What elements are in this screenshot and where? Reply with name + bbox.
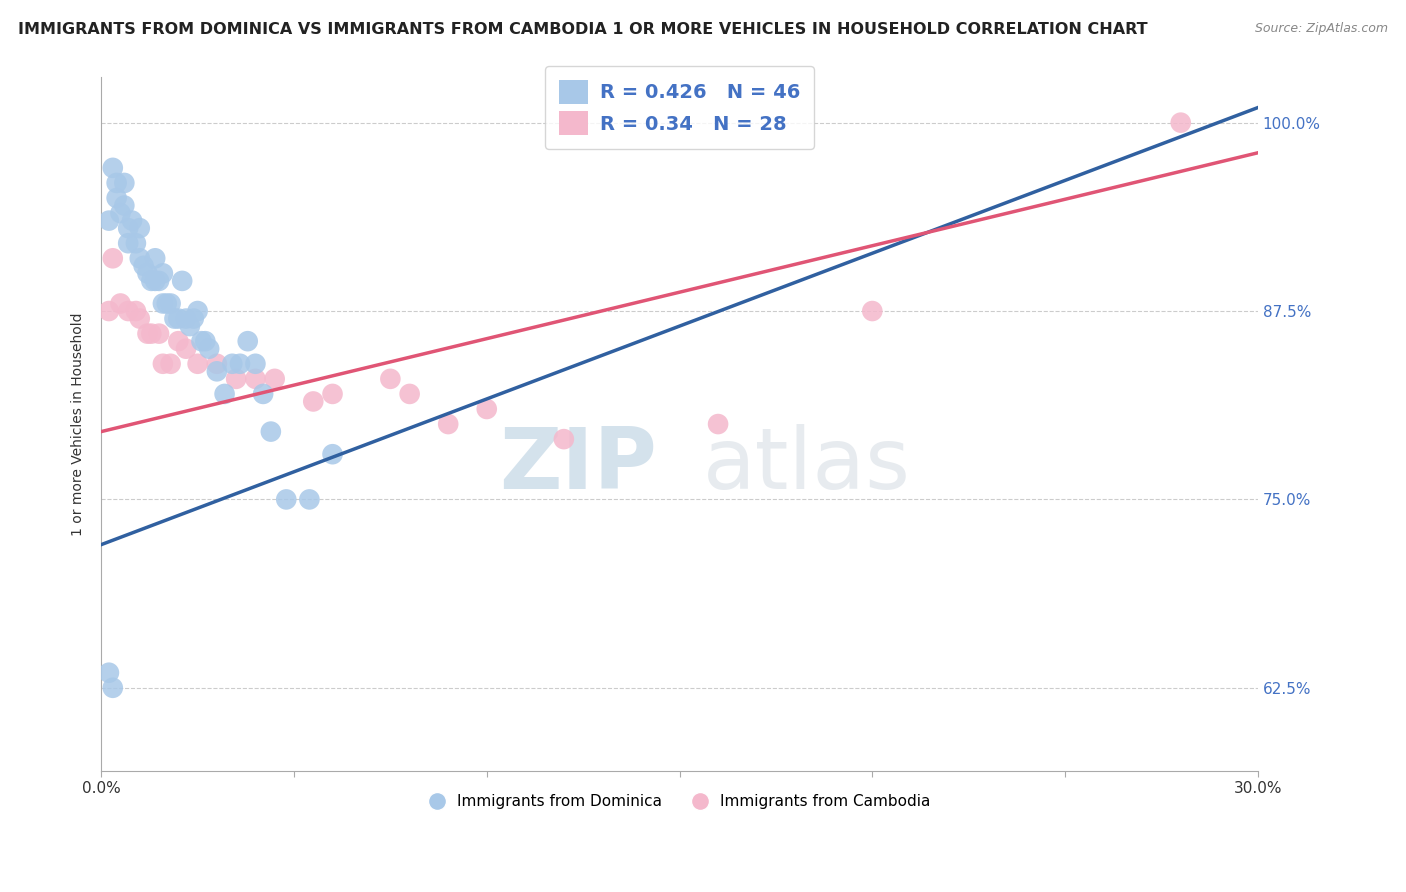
Point [553, 432, 575, 446]
Point [110, 296, 132, 310]
Point [152, 296, 174, 310]
Point [174, 311, 197, 326]
Point [141, 326, 163, 341]
Point [97, 665, 120, 680]
Point [236, 334, 259, 348]
Point [112, 198, 135, 212]
Point [143, 252, 166, 266]
Point [167, 311, 190, 326]
Point [101, 681, 124, 695]
Point [163, 311, 186, 326]
Point [187, 357, 209, 371]
Point [225, 372, 247, 386]
Point [860, 304, 883, 318]
Point [110, 206, 132, 220]
Point [172, 274, 194, 288]
Point [322, 447, 344, 461]
Point [105, 191, 128, 205]
Point [152, 357, 174, 371]
Point [252, 387, 274, 401]
Point [159, 357, 181, 371]
Point [156, 296, 179, 310]
Point [194, 334, 217, 348]
Point [128, 221, 150, 235]
Legend: Immigrants from Dominica, Immigrants from Cambodia: Immigrants from Dominica, Immigrants fro… [423, 788, 936, 815]
Text: IMMIGRANTS FROM DOMINICA VS IMMIGRANTS FROM CAMBODIA 1 OR MORE VEHICLES IN HOUSE: IMMIGRANTS FROM DOMINICA VS IMMIGRANTS F… [18, 22, 1147, 37]
Point [183, 311, 205, 326]
Point [101, 252, 124, 266]
Point [125, 236, 148, 251]
Point [159, 296, 181, 310]
Point [141, 274, 163, 288]
Point [245, 372, 267, 386]
Point [117, 236, 139, 251]
Point [117, 304, 139, 318]
Point [187, 304, 209, 318]
Point [198, 342, 221, 356]
Point [97, 304, 120, 318]
Point [117, 221, 139, 235]
Point [380, 372, 402, 386]
Point [121, 213, 143, 227]
Point [97, 213, 120, 227]
Point [245, 357, 267, 371]
Point [167, 334, 190, 348]
Point [260, 425, 283, 439]
Point [136, 266, 159, 280]
Point [322, 387, 344, 401]
Point [143, 274, 166, 288]
Point [128, 252, 150, 266]
Point [179, 319, 201, 334]
Point [205, 364, 228, 378]
Point [298, 492, 321, 507]
Point [125, 304, 148, 318]
Point [1170, 116, 1192, 130]
Point [437, 417, 460, 431]
Point [707, 417, 730, 431]
Point [221, 357, 243, 371]
Point [276, 492, 298, 507]
Point [112, 176, 135, 190]
Point [136, 326, 159, 341]
Point [475, 402, 498, 417]
Point [263, 372, 285, 386]
Point [302, 394, 325, 409]
Text: Source: ZipAtlas.com: Source: ZipAtlas.com [1254, 22, 1388, 36]
Point [148, 274, 170, 288]
Point [152, 266, 174, 280]
Text: ZIP: ZIP [499, 425, 657, 508]
Point [105, 176, 128, 190]
Point [132, 259, 155, 273]
Point [174, 342, 197, 356]
Point [101, 161, 124, 175]
Text: atlas: atlas [703, 425, 911, 508]
Point [128, 311, 150, 326]
Point [229, 357, 252, 371]
Point [190, 334, 212, 348]
Point [205, 357, 228, 371]
Point [214, 387, 236, 401]
Point [148, 326, 170, 341]
Point [398, 387, 420, 401]
Y-axis label: 1 or more Vehicles in Household: 1 or more Vehicles in Household [72, 312, 86, 536]
